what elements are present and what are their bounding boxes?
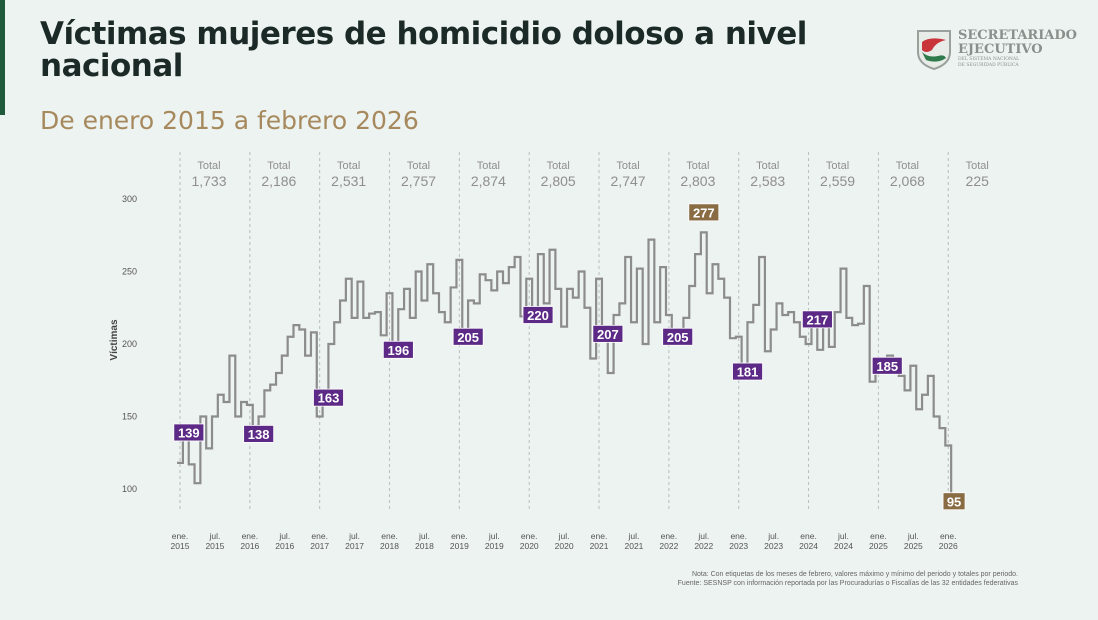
data-label: 138 xyxy=(248,427,270,442)
secretariado-logo: SECRETARIADO EJECUTIVO DEL SISTEMA NACIO… xyxy=(916,28,1077,70)
total-label: Total xyxy=(686,160,709,172)
total-label: Total xyxy=(966,160,989,172)
logo-line1: SECRETARIADO xyxy=(958,28,1077,43)
total-label: Total xyxy=(267,160,290,172)
x-tick-label: ene. 2025 xyxy=(869,531,888,551)
logo-line2: EJECUTIVO xyxy=(958,42,1043,57)
total-value: 2,805 xyxy=(541,173,576,189)
x-tick-label: jul. 2025 xyxy=(904,531,923,551)
total-value: 2,803 xyxy=(680,173,715,189)
data-label-box xyxy=(801,310,833,329)
x-tick-label: ene. 2020 xyxy=(520,531,539,551)
x-tick-label: ene. 2021 xyxy=(590,531,609,551)
data-label: 139 xyxy=(178,425,200,440)
x-tick-label: ene. 2023 xyxy=(729,531,748,551)
logo-line3: DEL SISTEMA NACIONAL xyxy=(958,57,1020,62)
x-tick-label: ene. 2019 xyxy=(450,531,469,551)
accent-bar xyxy=(0,0,5,115)
shield-logo-icon xyxy=(917,30,951,70)
x-tick-label: jul. 2017 xyxy=(345,531,364,551)
x-tick-label: jul. 2020 xyxy=(555,531,574,551)
x-tick-label: jul. 2021 xyxy=(624,531,643,551)
data-label-box xyxy=(732,362,763,381)
total-value: 2,747 xyxy=(611,173,646,189)
x-tick-label: jul. 2024 xyxy=(834,531,853,551)
total-label: Total xyxy=(826,160,849,172)
x-tick-label: jul. 2023 xyxy=(764,531,783,551)
series-line xyxy=(177,231,957,498)
total-label: Total xyxy=(337,160,360,172)
total-value: 2,559 xyxy=(820,173,855,189)
total-value: 2,068 xyxy=(890,173,925,189)
data-label: 95 xyxy=(947,494,961,509)
total-label: Total xyxy=(197,160,220,172)
data-label-box xyxy=(592,324,624,343)
total-value: 2,186 xyxy=(261,173,296,189)
total-value: 225 xyxy=(966,173,990,189)
total-value: 2,757 xyxy=(401,173,436,189)
data-label: 196 xyxy=(387,343,409,358)
data-label-box xyxy=(382,340,414,359)
total-label: Total xyxy=(477,160,500,172)
data-label: 185 xyxy=(876,359,898,374)
x-tick-label: jul. 2019 xyxy=(485,531,504,551)
y-axis-label: Víctimas xyxy=(109,319,120,361)
data-label-box xyxy=(871,356,903,375)
data-label: 220 xyxy=(527,308,549,323)
page-subtitle: De enero 2015 a febrero 2026 xyxy=(40,106,419,135)
x-tick-label: ene. 2026 xyxy=(939,531,958,551)
total-value: 2,531 xyxy=(331,173,366,189)
data-label: 205 xyxy=(667,330,689,345)
total-label: Total xyxy=(756,160,779,172)
data-label: 205 xyxy=(457,330,479,345)
data-label: 207 xyxy=(597,327,619,342)
x-tick-label: jul. 2018 xyxy=(415,531,434,551)
data-label-box xyxy=(452,327,484,346)
x-tick-label: ene. 2015 xyxy=(171,531,190,551)
y-tick-label: 300 xyxy=(122,194,137,204)
total-value: 2,874 xyxy=(471,173,506,189)
data-label: 181 xyxy=(737,365,759,380)
data-label-box xyxy=(942,492,966,511)
x-tick-label: jul. 2015 xyxy=(205,531,224,551)
data-label-box xyxy=(522,306,554,324)
data-label-box xyxy=(688,203,720,222)
logo-line4: DE SEGURIDAD PÚBLICA xyxy=(958,63,1019,68)
x-tick-label: ene. 2018 xyxy=(380,531,399,551)
total-label: Total xyxy=(547,160,570,172)
y-tick-label: 200 xyxy=(122,339,137,349)
total-value: 2,583 xyxy=(750,173,785,189)
total-label: Total xyxy=(616,160,639,172)
y-tick-label: 100 xyxy=(122,484,137,494)
total-value: 1,733 xyxy=(191,173,226,189)
x-tick-label: ene. 2016 xyxy=(240,531,259,551)
data-label-box xyxy=(173,423,205,442)
chart-source: Fuente: SESNSP con información reportada… xyxy=(677,580,1018,587)
total-label: Total xyxy=(896,160,919,172)
chart-note: Nota: Con etiquetas de los meses de febr… xyxy=(691,571,1018,578)
data-label: 163 xyxy=(318,391,340,406)
y-tick-label: 150 xyxy=(122,412,137,422)
data-label: 277 xyxy=(693,205,715,220)
total-label: Total xyxy=(407,160,430,172)
x-tick-label: ene. 2024 xyxy=(799,531,818,551)
data-label: 217 xyxy=(807,312,829,327)
data-label-box xyxy=(662,327,694,346)
x-tick-label: ene. 2022 xyxy=(659,531,678,551)
x-tick-label: jul. 2022 xyxy=(694,531,713,551)
data-label-box xyxy=(243,424,275,443)
data-label-box xyxy=(313,388,344,407)
page-title: Víctimas mujeres de homicidio doloso a n… xyxy=(40,16,807,84)
x-tick-label: jul. 2016 xyxy=(275,531,294,551)
x-tick-label: ene. 2017 xyxy=(310,531,329,551)
y-tick-label: 250 xyxy=(122,267,137,277)
